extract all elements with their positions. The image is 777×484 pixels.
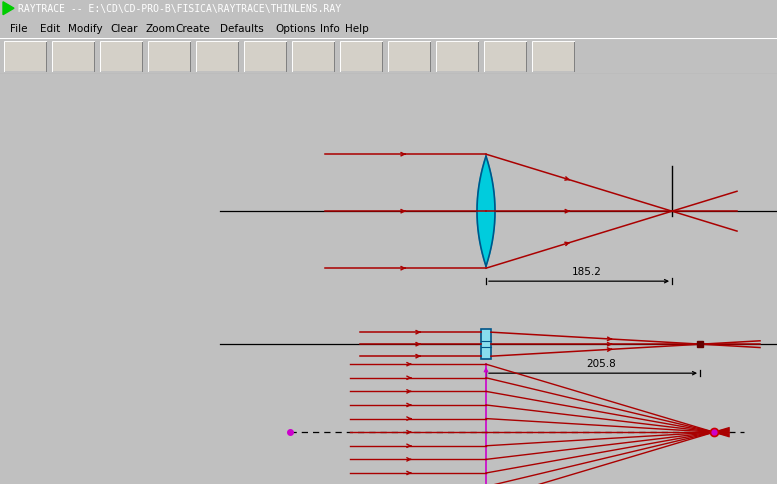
Bar <box>292 42 334 72</box>
Polygon shape <box>3 3 14 15</box>
Text: RAYTRACE -- E:\CD\CD-PRO-B\FISICA\RAYTRACE\THINLENS.RAY: RAYTRACE -- E:\CD\CD-PRO-B\FISICA\RAYTRA… <box>18 4 341 14</box>
Text: Modify: Modify <box>68 24 103 33</box>
Text: Clear: Clear <box>110 24 138 33</box>
Text: Edit: Edit <box>40 24 61 33</box>
Text: Options: Options <box>275 24 315 33</box>
Text: Create: Create <box>175 24 210 33</box>
Bar <box>4 42 46 72</box>
Bar <box>484 42 526 72</box>
Bar <box>196 42 238 72</box>
Text: 185.2: 185.2 <box>572 267 602 276</box>
Bar <box>100 42 142 72</box>
Text: Help: Help <box>345 24 369 33</box>
Bar <box>388 42 430 72</box>
Bar <box>481 330 491 360</box>
Bar <box>52 42 94 72</box>
Text: Info: Info <box>320 24 340 33</box>
Bar <box>244 42 286 72</box>
Text: Zoom: Zoom <box>145 24 175 33</box>
Bar <box>532 42 574 72</box>
Bar <box>148 42 190 72</box>
Text: 205.8: 205.8 <box>586 359 616 368</box>
Text: File: File <box>10 24 27 33</box>
Bar <box>340 42 382 72</box>
Polygon shape <box>477 157 495 267</box>
Bar <box>436 42 478 72</box>
Text: Defaults: Defaults <box>220 24 263 33</box>
